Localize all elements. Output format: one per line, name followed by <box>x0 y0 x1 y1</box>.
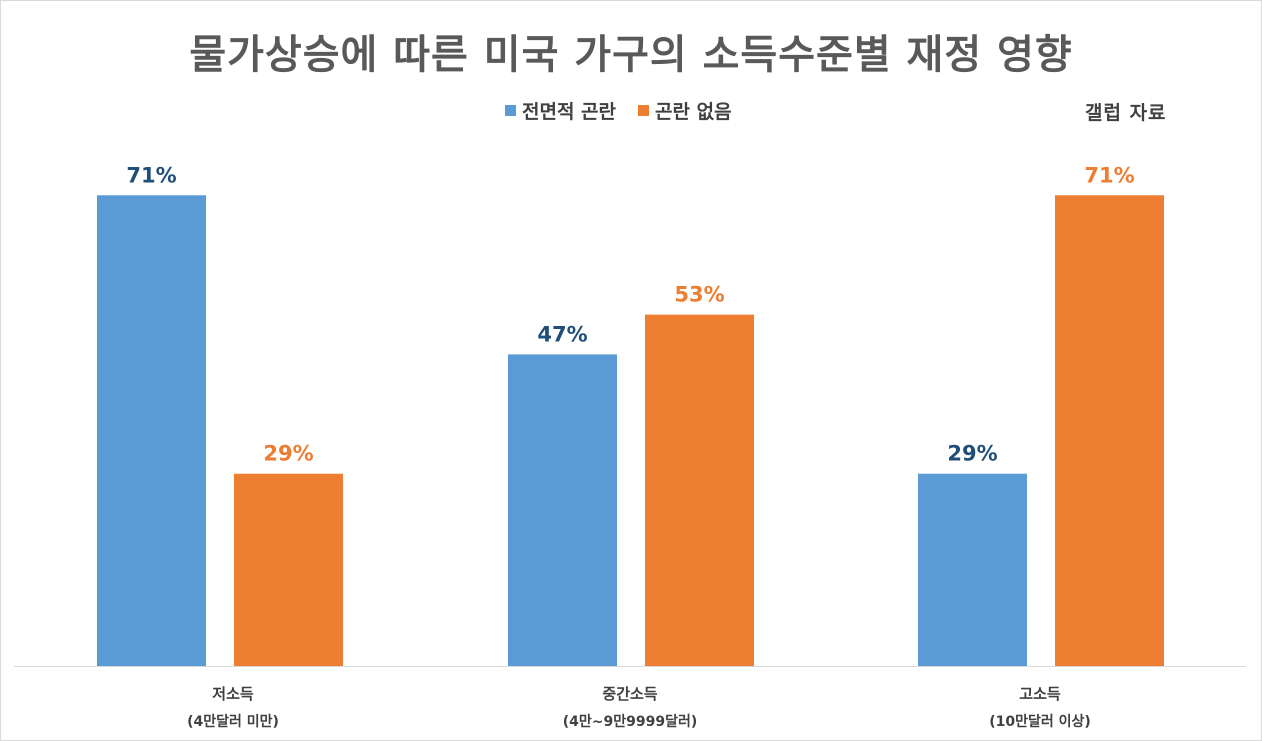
data-label-series-2-high: 71% <box>1084 163 1134 187</box>
legend-label-series-1: 전면적 곤란 <box>522 100 617 123</box>
category-label-middle: 중간소득 <box>602 685 658 703</box>
legend-label-series-2: 곤란 없음 <box>655 100 732 123</box>
bar-series-2-low <box>234 473 343 666</box>
category-sublabel-middle: (4만~9만9999달러) <box>562 714 698 730</box>
bar-series-2-middle <box>645 314 754 666</box>
data-label-series-1-low: 71% <box>126 163 176 187</box>
category-sublabel-low: (4만달러 미만) <box>187 714 279 730</box>
data-label-series-1-middle: 47% <box>537 322 587 346</box>
legend: 전면적 곤란 곤란 없음 <box>505 97 732 124</box>
bar-series-2-high <box>1055 195 1164 666</box>
bar-series-1-low <box>97 195 206 666</box>
legend-swatch-series-1 <box>505 104 516 116</box>
data-label-series-2-low: 29% <box>263 442 313 466</box>
source-note: 갤럽 자료 <box>1085 102 1167 124</box>
data-label-series-2-middle: 53% <box>674 283 724 307</box>
bar-series-1-high <box>918 473 1027 666</box>
category-label-high: 고소득 <box>1019 685 1061 703</box>
legend-item-series-2: 곤란 없음 <box>638 97 732 124</box>
bar-series-1-middle <box>508 354 617 666</box>
chart-title: 물가상승에 따른 미국 가구의 소득수준별 재정 영향 <box>189 32 1073 78</box>
legend-swatch-series-2 <box>638 104 650 116</box>
legend-item-series-1: 전면적 곤란 <box>505 97 616 124</box>
category-sublabel-high: (10만달러 이상) <box>989 714 1091 730</box>
category-label-low: 저소득 <box>212 685 254 703</box>
data-label-series-1-high: 29% <box>947 442 997 466</box>
